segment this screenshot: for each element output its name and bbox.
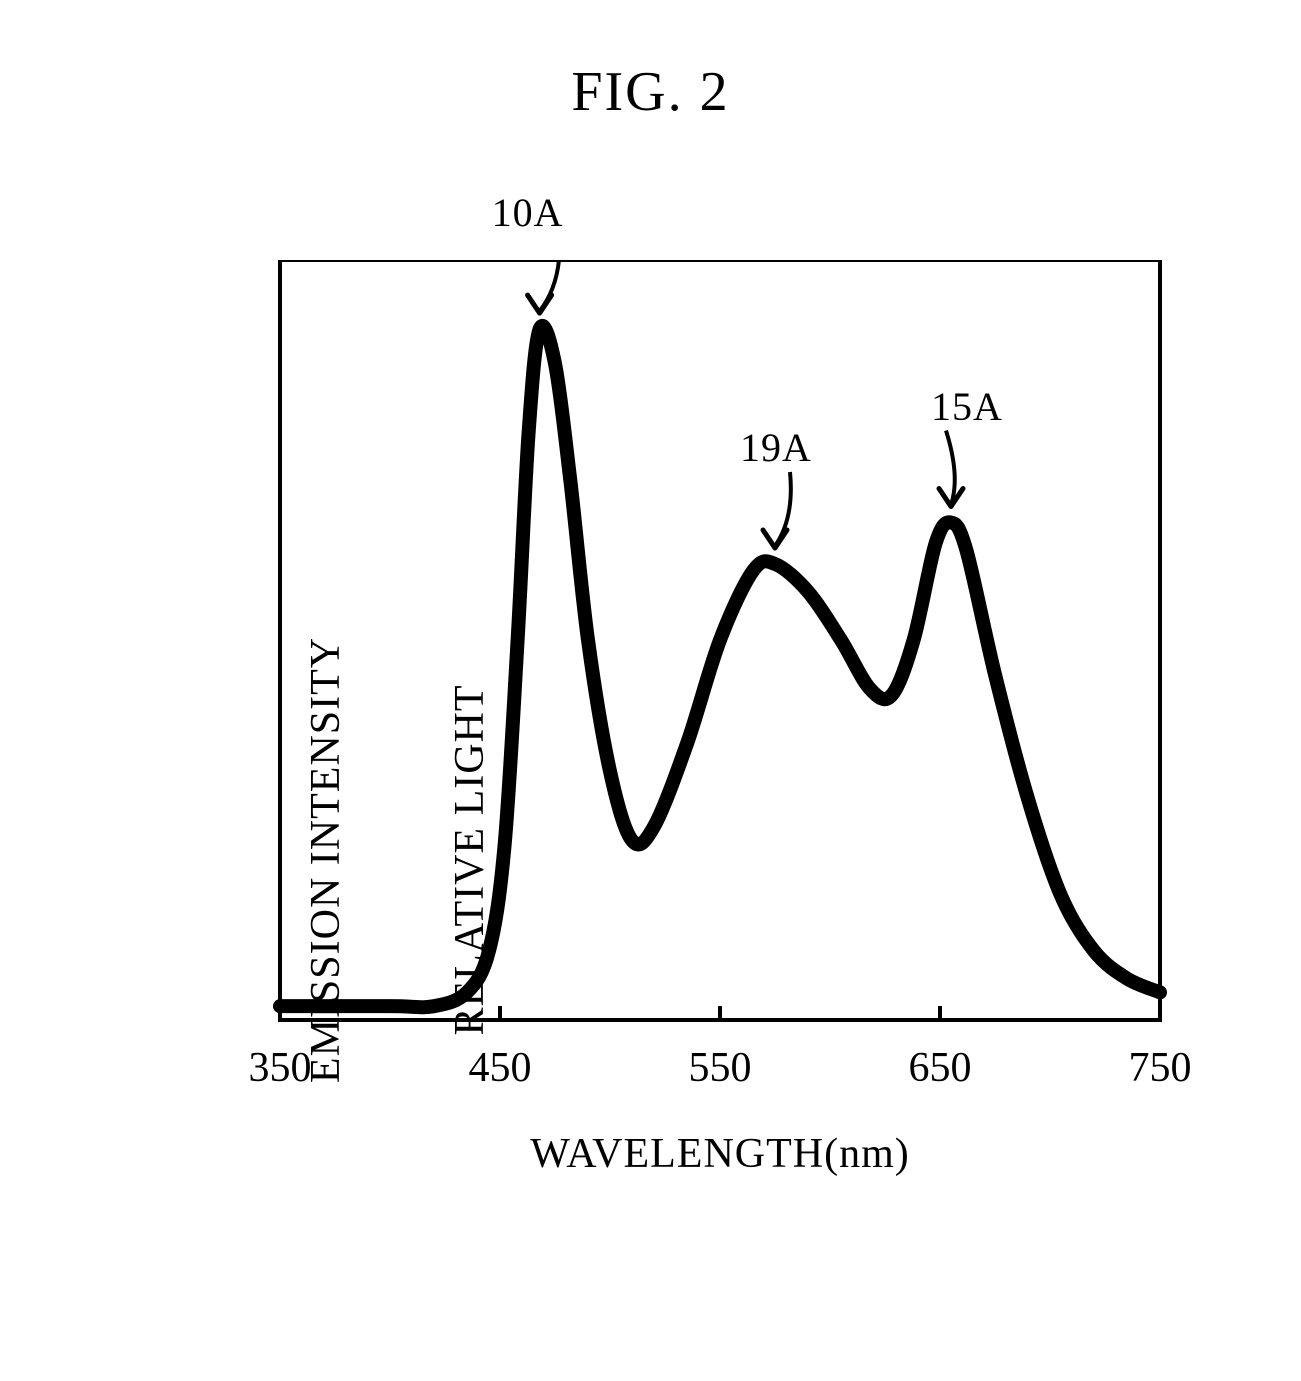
peak-leader	[946, 431, 955, 505]
x-tick-label: 450	[469, 1044, 532, 1092]
chart-container: EMISSION INTENSITY RELATIVE LIGHT 350450…	[140, 260, 1200, 1280]
x-axis-label: WAVELENGTH(nm)	[280, 1130, 1160, 1178]
x-tick-label: 750	[1129, 1044, 1192, 1092]
x-tick-label: 550	[689, 1044, 752, 1092]
peak-arrowhead	[763, 530, 787, 548]
peak-label: 19A	[740, 424, 812, 471]
x-tick-label: 350	[249, 1044, 312, 1092]
peak-label: 10A	[492, 189, 564, 236]
peak-label: 15A	[931, 383, 1003, 430]
x-tick-label: 650	[909, 1044, 972, 1092]
y-axis-label: EMISSION INTENSITY RELATIVE LIGHT	[110, 20, 686, 580]
